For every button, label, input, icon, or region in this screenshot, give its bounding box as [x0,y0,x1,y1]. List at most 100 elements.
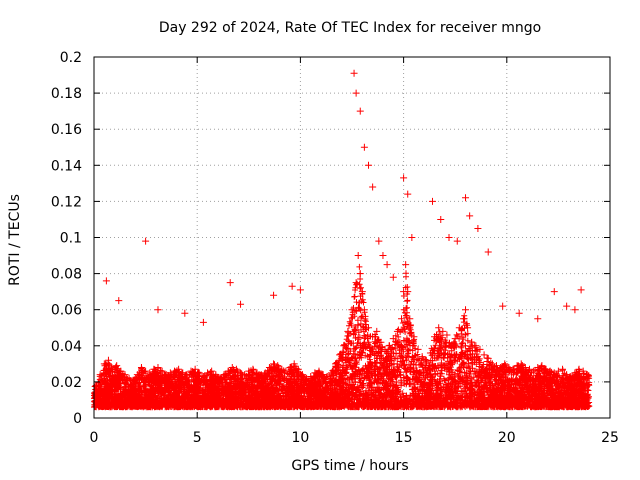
y-tick-label: 0.02 [51,375,82,391]
scatter-point [381,345,389,353]
scatter-point [282,367,290,375]
scatter-point [488,360,496,368]
x-tick-label: 0 [90,430,99,446]
scatter-point [226,279,234,287]
scatter-point [451,335,459,343]
scatter-point [245,367,253,375]
grid [94,57,610,418]
scatter-point [354,252,362,260]
scatter-point [117,367,125,375]
scatter-point [154,363,162,371]
scatter-point [501,360,509,368]
scatter-point [404,288,412,296]
scatter-point [383,261,391,269]
scatter-point [402,261,410,269]
scatter-point [146,369,154,377]
axis-ticks: 0 5 10 15 20 25 0 0.02 0.04 0.06 0.08 0.1 0.12 0.14 0.… [51,50,619,446]
scatter-point [571,306,579,314]
scatter-point [336,351,344,359]
scatter-point [577,286,585,294]
scatter-point [356,270,364,278]
scatter-point [278,365,286,373]
scatter-point [154,306,162,314]
scatter-point [350,69,358,77]
scatter-point [398,315,406,323]
x-tick-label: 20 [498,430,516,446]
scatter-point [474,224,482,232]
scatter-point [249,365,257,373]
scatter-point [542,365,550,373]
scatter-point [480,351,488,359]
scatter-point [170,367,178,375]
scatter-point [237,300,245,308]
scatter-point [453,237,461,245]
scatter-point [550,369,558,377]
scatter-point [319,371,327,379]
scatter-point [468,338,476,346]
scatter-point [428,197,436,205]
scatter-point [315,367,323,375]
scatter-point [435,324,443,332]
scatter-point [175,365,183,373]
scatter-point [546,367,554,375]
scatter-point [270,291,278,299]
scatter-point [187,367,195,375]
y-tick-label: 0.2 [60,50,82,66]
scatter-point [497,363,505,371]
scatter-point [534,363,542,371]
scatter-point [125,374,133,382]
scatter-point [290,360,298,368]
scatter-point [241,371,249,379]
scatter-point [369,333,377,341]
scatter-points [92,69,591,390]
scatter-point [224,367,232,375]
x-tick-label: 5 [193,430,202,446]
scatter-point [464,324,472,332]
scatter-point [563,302,571,310]
scatter-point [459,315,467,323]
scatter-point [133,371,141,379]
scatter-point [311,369,319,377]
scatter-point [261,369,269,377]
scatter-point [137,363,145,371]
scatter-point [288,282,296,290]
scatter-point [220,371,228,379]
scatter-point [389,273,397,281]
scatter-point [109,365,117,373]
scatter-point [462,194,470,202]
scatter-point [286,363,294,371]
scatter-point [307,372,315,380]
y-tick-label: 0.14 [51,158,82,174]
scatter-point [142,237,150,245]
scatter-point [455,324,463,332]
scatter-density-layer [91,263,593,411]
scatter-point [513,362,521,370]
scatter-point [369,183,377,191]
scatter-point [517,360,525,368]
scatter-point [296,286,304,294]
scatter-point [298,371,306,379]
scatter-point [348,306,356,314]
scatter-point [509,365,517,373]
scatter-point [179,369,187,377]
scatter-point [232,365,240,373]
scatter-point [462,306,470,314]
scatter-point [484,248,492,256]
scatter-point [265,363,273,371]
y-tick-label: 0.12 [51,194,82,210]
scatter-point [534,315,542,323]
scatter-point [414,345,422,353]
scatter-point [150,365,158,373]
y-tick-label: 0 [73,411,82,427]
y-tick-label: 0.1 [60,231,82,247]
scatter-point [303,374,311,382]
scatter-point [476,345,484,353]
scatter-point [400,174,408,182]
scatter-point [270,360,278,368]
y-tick-label: 0.06 [51,303,82,319]
scatter-point [377,338,385,346]
scatter-point [216,374,224,382]
scatter-point [356,107,364,115]
scatter-point [253,369,261,377]
scatter-point [437,215,445,223]
